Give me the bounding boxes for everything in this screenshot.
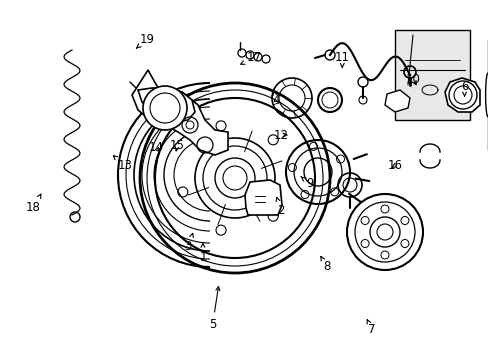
Text: 19: 19: [136, 33, 154, 48]
Text: 10: 10: [405, 73, 420, 86]
Polygon shape: [444, 78, 479, 112]
Text: 4: 4: [272, 91, 280, 107]
Text: 6: 6: [460, 80, 468, 96]
Text: 16: 16: [387, 159, 402, 172]
Text: 7: 7: [366, 320, 375, 336]
Text: 18: 18: [26, 194, 41, 213]
Text: 17: 17: [240, 51, 261, 64]
Polygon shape: [138, 88, 195, 122]
Text: 5: 5: [208, 287, 219, 330]
Text: 8: 8: [320, 257, 330, 273]
Polygon shape: [384, 90, 409, 112]
Text: 14: 14: [149, 141, 163, 154]
Polygon shape: [132, 70, 227, 155]
Text: 3: 3: [184, 233, 193, 253]
Circle shape: [142, 86, 186, 130]
Polygon shape: [244, 180, 282, 215]
Text: 2: 2: [276, 197, 285, 217]
Text: 1: 1: [199, 243, 206, 264]
Text: 11: 11: [334, 51, 349, 67]
Text: 13: 13: [113, 156, 132, 172]
FancyBboxPatch shape: [394, 30, 469, 120]
Text: 12: 12: [273, 129, 288, 141]
Circle shape: [150, 93, 180, 123]
Text: 9: 9: [300, 176, 313, 190]
Text: 15: 15: [170, 139, 184, 152]
